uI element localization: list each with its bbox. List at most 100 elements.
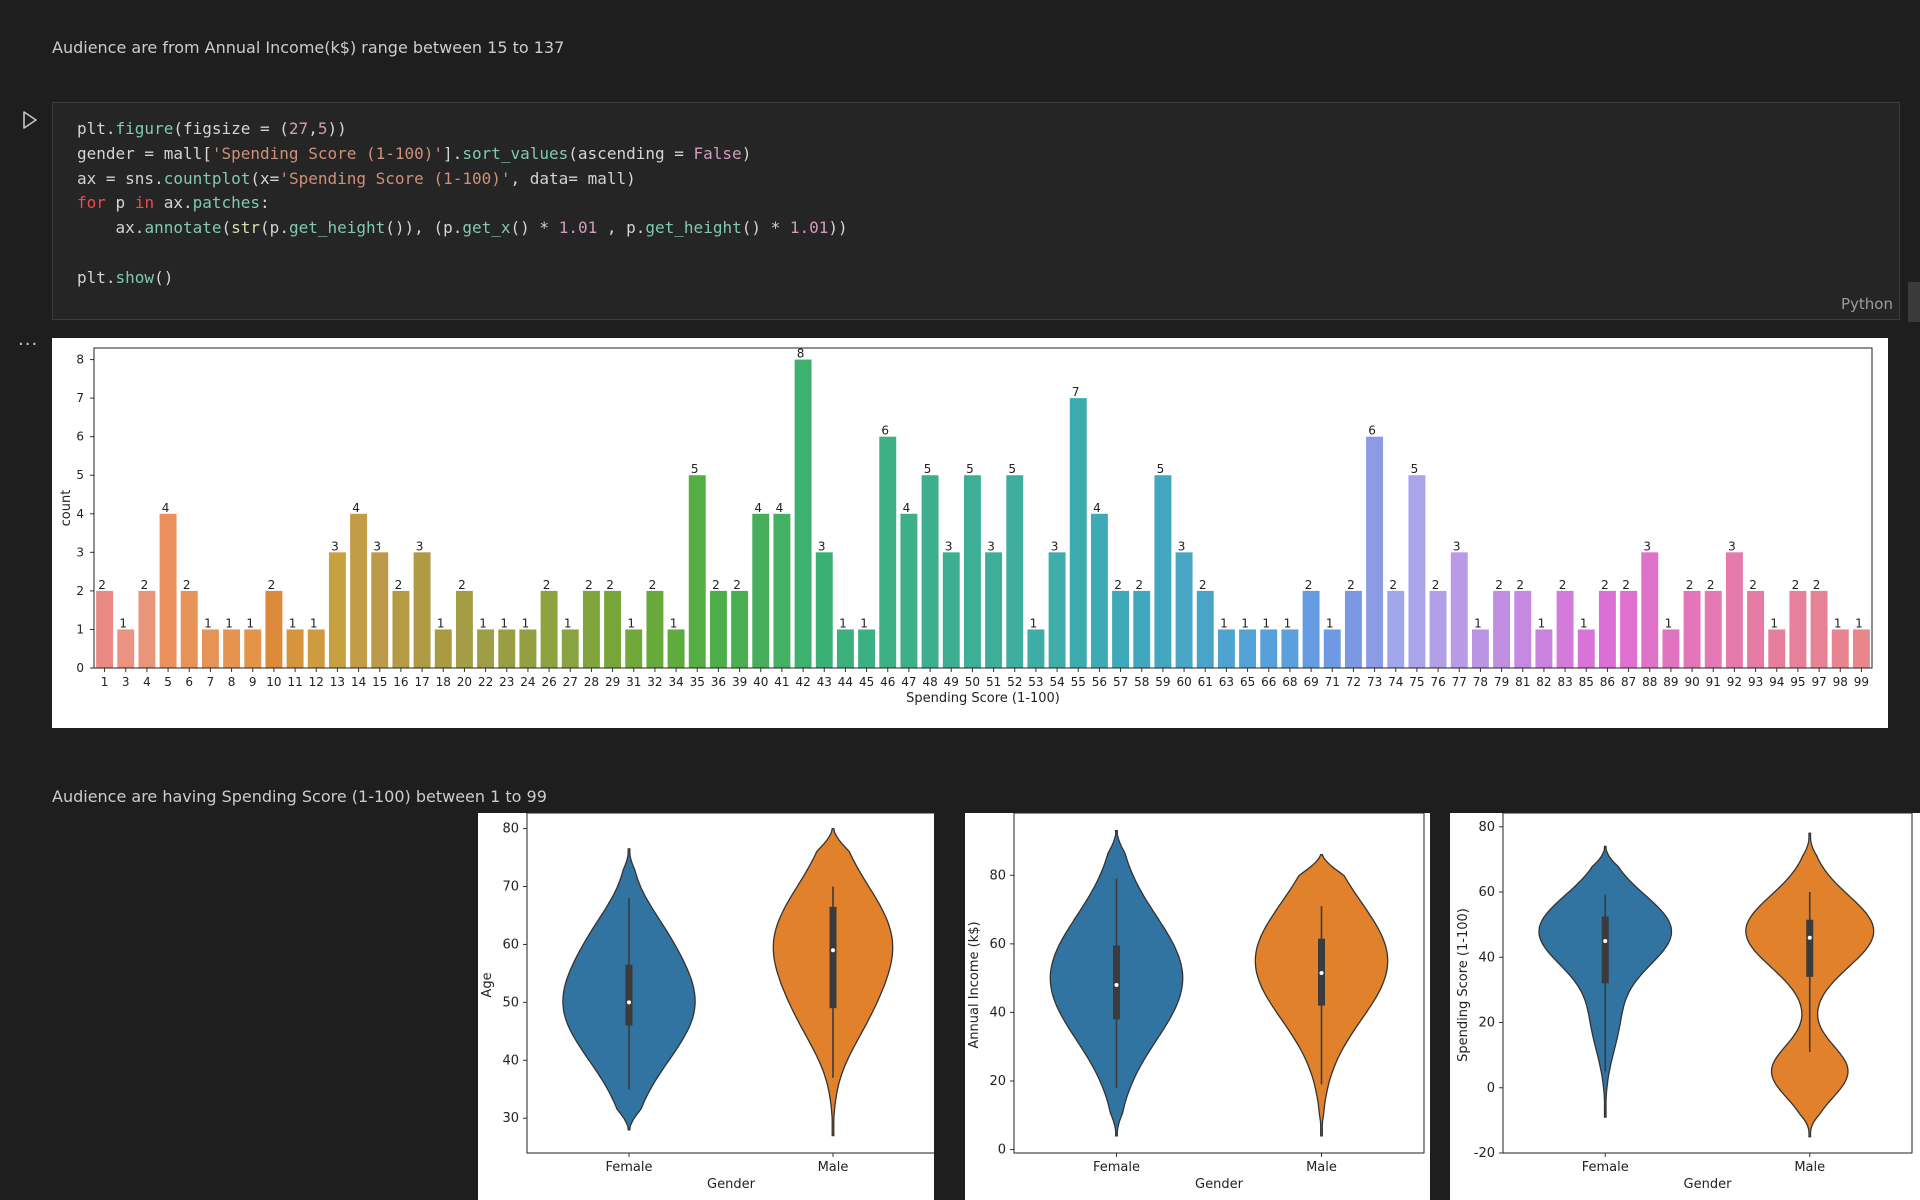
- bar-53: [1027, 629, 1045, 668]
- bar-13: [328, 552, 346, 668]
- x-tick-label: 9: [249, 675, 257, 689]
- bar-label: 1: [1262, 616, 1270, 630]
- bar-95: [1789, 590, 1807, 668]
- bar-22: [477, 629, 495, 668]
- x-tick-label: 43: [817, 675, 832, 689]
- bar-98: [1831, 629, 1849, 668]
- bar-69: [1302, 590, 1320, 668]
- bar-label: 2: [606, 578, 614, 592]
- bar-label: 3: [373, 539, 381, 553]
- bar-60: [1175, 552, 1193, 668]
- bar-27: [561, 629, 579, 668]
- bar-label: 4: [776, 501, 784, 515]
- run-cell-button[interactable]: [20, 109, 40, 131]
- bar-68: [1281, 629, 1299, 668]
- y-axis-label: count: [59, 490, 74, 527]
- bar-label: 3: [1453, 539, 1461, 553]
- x-tick-label: 16: [393, 675, 408, 689]
- bar-label: 3: [945, 539, 953, 553]
- bar-85: [1577, 629, 1595, 668]
- bar-label: 1: [860, 616, 868, 630]
- bar-57: [1112, 590, 1130, 668]
- bar-label: 2: [543, 578, 551, 592]
- output-scrollbar[interactable]: [1908, 282, 1920, 322]
- x-tick-label: 29: [605, 675, 620, 689]
- bar-label: 3: [987, 539, 995, 553]
- x-tick-label: 34: [668, 675, 683, 689]
- bar-55: [1069, 398, 1087, 668]
- bar-label: 2: [733, 578, 741, 592]
- violin-chart-3: Female Male -20 0 20 40 60 80 Gender Spending Sco…: [1450, 813, 1920, 1200]
- bar-54: [1048, 552, 1066, 668]
- x-tick-label: 48: [922, 675, 937, 689]
- bar-label: 4: [162, 501, 170, 515]
- bar-label: 2: [1389, 578, 1397, 592]
- x-tick-label: 94: [1769, 675, 1784, 689]
- bar-83: [1556, 590, 1574, 668]
- bar-label: 1: [225, 616, 233, 630]
- violin-median: [1603, 938, 1608, 943]
- ellipsis-icon[interactable]: ···: [18, 334, 39, 355]
- code-line-7: plt.show(): [77, 267, 174, 287]
- bar-41: [773, 513, 791, 668]
- bar-78: [1471, 629, 1489, 668]
- x-tick-label: 66: [1261, 675, 1276, 689]
- x-tick-label: 45: [859, 675, 874, 689]
- bar-label: 5: [1157, 462, 1165, 476]
- bar-28: [582, 590, 600, 668]
- bar-label: 2: [712, 578, 720, 592]
- bar-label: 3: [818, 539, 826, 553]
- x-tick-label: Male: [818, 1160, 849, 1175]
- x-tick-label: 60: [1176, 675, 1191, 689]
- code-cell[interactable]: plt.figure(figsize = (27,5)) gender = ma…: [52, 102, 1900, 320]
- x-tick-label: 78: [1473, 675, 1488, 689]
- bar-label: 3: [416, 539, 424, 553]
- bar-71: [1323, 629, 1341, 668]
- y-tick-label: 40: [502, 1053, 519, 1068]
- violin-median: [1807, 935, 1812, 940]
- x-tick-label: 10: [266, 675, 281, 689]
- bar-89: [1662, 629, 1680, 668]
- bar-43: [815, 552, 833, 668]
- code-line-3: ax = sns.countplot(x='Spending Score (1-…: [77, 168, 636, 188]
- bar-59: [1154, 475, 1172, 668]
- bar-label: 2: [1749, 578, 1757, 592]
- bar-8: [223, 629, 241, 668]
- y-tick-label: 60: [989, 937, 1006, 952]
- bar-label: 1: [1855, 616, 1863, 630]
- plot-frame: [93, 347, 1873, 669]
- violin-median: [1319, 971, 1324, 975]
- bar-label: 4: [754, 501, 762, 515]
- x-tick-label: 59: [1155, 675, 1170, 689]
- code-editor[interactable]: plt.figure(figsize = (27,5)) gender = ma…: [77, 117, 848, 291]
- bar-91: [1704, 590, 1722, 668]
- y-axis-label: Age: [480, 972, 495, 997]
- x-tick-label: 69: [1303, 675, 1318, 689]
- x-tick-label: 77: [1452, 675, 1467, 689]
- bar-9: [244, 629, 262, 668]
- bar-52: [1006, 475, 1024, 668]
- bar-20: [455, 590, 473, 668]
- bar-49: [942, 552, 960, 668]
- bar-label: 1: [1538, 616, 1546, 630]
- bar-label: 2: [1813, 578, 1821, 592]
- cell-language-label[interactable]: Python: [1841, 295, 1893, 313]
- bar-66: [1260, 629, 1278, 668]
- bar-7: [201, 629, 219, 668]
- bar-label: 2: [1792, 578, 1800, 592]
- x-tick-label: 13: [330, 675, 345, 689]
- y-tick-label: 80: [502, 822, 519, 837]
- x-tick-label: 92: [1727, 675, 1742, 689]
- bar-label: 1: [1770, 616, 1778, 630]
- x-tick-label: 63: [1219, 675, 1234, 689]
- bar-label: 1: [1030, 616, 1038, 630]
- y-tick-label: 3: [76, 545, 84, 559]
- x-tick-label: 87: [1621, 675, 1636, 689]
- x-tick-label: 6: [185, 675, 193, 689]
- code-line-2: gender = mall['Spending Score (1-100)'].…: [77, 143, 752, 163]
- x-tick-label: 52: [1007, 675, 1022, 689]
- x-tick-label: 32: [647, 675, 662, 689]
- bar-label: 1: [1474, 616, 1482, 630]
- bar-label: 2: [1707, 578, 1715, 592]
- x-tick-label: 91: [1706, 675, 1721, 689]
